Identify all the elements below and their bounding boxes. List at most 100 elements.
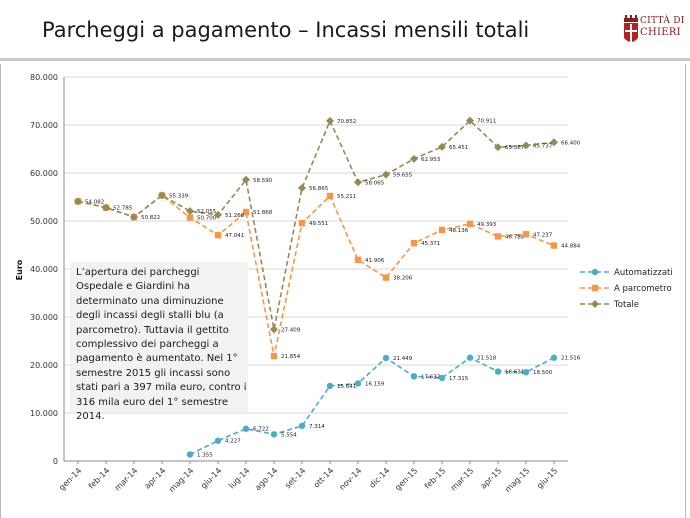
x-tick-label: gen-14 [57,466,83,492]
y-tick-label: 70.000 [30,121,58,130]
legend-label: Totale [613,300,639,310]
data-label: 17.315 [449,376,469,382]
data-point [214,210,222,219]
data-point [270,431,278,438]
data-label: 21.516 [561,356,581,362]
title-divider [0,58,690,61]
x-tick-label: set-14 [283,466,307,490]
data-label: 41.906 [365,258,385,264]
data-label: 45.371 [421,241,440,247]
x-tick-label: gen-15 [393,466,419,492]
data-point [270,325,278,334]
legend-marker [591,268,599,276]
data-label: 18.631 [505,370,524,376]
data-point [214,437,222,444]
x-tick-label: feb-14 [87,466,112,491]
y-tick-label: 80.000 [30,73,58,82]
data-label: 52.055 [197,209,217,215]
data-point [242,175,250,184]
data-label: 55.339 [169,193,189,199]
data-label: 44.884 [561,244,581,250]
data-label: 7.314 [309,424,325,430]
data-point [550,138,558,147]
y-tick-label: 60.000 [30,169,58,178]
legend-marker [591,300,599,308]
data-point [466,116,474,125]
data-label: 59.655 [393,173,413,179]
data-label: 58.590 [253,178,273,184]
data-label: 66.400 [561,140,581,146]
data-label: 56.865 [309,186,329,192]
x-tick-label: mar-15 [449,466,476,493]
data-point [438,142,446,151]
data-label: 46.788 [505,234,525,240]
data-point [522,231,530,238]
data-label: 47.237 [533,232,553,238]
data-point [466,354,474,361]
y-tick-label: 10.000 [30,409,58,418]
data-label: 48.136 [449,228,469,234]
x-tick-label: giu-14 [199,466,223,490]
data-point [242,208,250,216]
x-tick-label: apr-14 [143,466,168,491]
data-label: 49.393 [477,222,497,228]
data-label: 4.227 [225,439,241,445]
data-label: 47.041 [225,233,244,239]
data-point [438,226,446,234]
x-tick-label: feb-15 [423,466,448,491]
data-label: 21.449 [393,356,413,362]
data-point [382,274,390,281]
city-crest-icon [624,15,638,42]
data-point [298,422,306,430]
data-point [354,380,362,387]
logo-text-line1: CITTÀ DI [640,16,685,26]
data-label: 52.785 [113,206,133,212]
data-point [438,374,446,382]
data-point [298,184,306,193]
data-point [326,116,334,125]
data-point [130,213,138,222]
data-point [270,352,278,360]
data-label: 51.268 [225,213,245,219]
data-point [522,141,530,150]
data-point [494,368,502,375]
series-line-2 [77,118,555,330]
data-point [214,232,222,239]
x-tick-label: ago-14 [253,466,279,492]
data-label: 54.082 [85,199,104,205]
data-point [466,220,474,228]
data-label: 49.551 [309,221,328,227]
data-point [102,203,110,212]
data-point [410,154,418,163]
data-point [494,233,502,240]
data-point [550,242,558,249]
data-label: 58.065 [365,180,385,186]
x-tick-label: mag-14 [167,466,195,494]
data-label: 1.355 [197,452,213,458]
series-line-1 [77,194,555,357]
data-label: 65.367 [505,145,525,151]
crest-shield-icon [624,15,638,42]
data-point [382,354,390,362]
chart-annotation-box: L’apertura dei parcheggi Ospedale e Giar… [70,262,248,422]
data-label: 38.206 [393,276,413,282]
data-point [326,382,334,390]
data-point [326,192,334,200]
data-point [410,240,418,247]
data-label: 70.911 [477,119,496,125]
y-tick-label: 30.000 [30,313,58,322]
x-tick-label: mag-15 [503,466,531,494]
data-point [242,425,250,432]
data-point [494,143,502,152]
data-label: 51.868 [253,210,273,216]
legend-label: A parcometro [614,284,672,294]
data-point [186,451,194,458]
data-point [74,197,82,206]
x-tick-label: nov-14 [338,466,364,492]
data-label: 55.211 [337,194,356,200]
data-label: 27.409 [281,327,301,333]
x-tick-label: lug-14 [227,466,251,490]
y-tick-label: 50.000 [30,217,58,226]
data-label: 65.737 [533,143,553,149]
